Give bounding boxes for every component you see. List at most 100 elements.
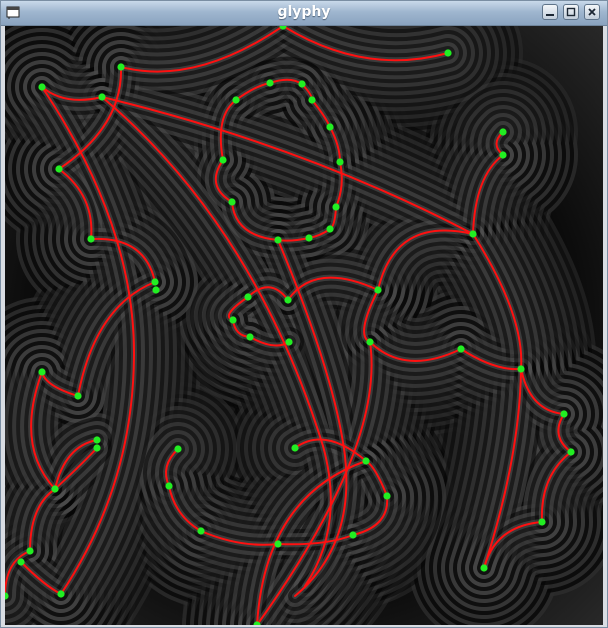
control-point	[362, 457, 370, 465]
outline-curve	[29, 488, 56, 552]
outline-curve	[101, 96, 474, 235]
control-point	[538, 518, 546, 526]
control-point	[499, 128, 507, 136]
outline-curve	[214, 159, 233, 203]
control-point	[38, 83, 46, 91]
control-point	[326, 123, 334, 131]
outline-curve	[282, 26, 449, 62]
control-point	[332, 203, 340, 211]
outline-curve	[256, 460, 367, 625]
outline-curve	[90, 237, 156, 283]
close-button[interactable]	[584, 4, 600, 20]
outline-curve	[294, 438, 367, 462]
control-point	[567, 448, 575, 456]
control-point	[366, 338, 374, 346]
outline-curve	[41, 86, 136, 595]
control-point	[174, 445, 182, 453]
outline-curve	[256, 341, 373, 625]
control-point	[499, 151, 507, 159]
control-point	[246, 333, 254, 341]
control-point	[117, 63, 125, 71]
outline-curve	[231, 201, 279, 241]
outline-curve	[41, 86, 103, 101]
control-point	[98, 93, 106, 101]
outline-curve	[168, 485, 202, 532]
control-point	[517, 365, 525, 373]
control-point	[444, 49, 452, 57]
outline-curve	[483, 368, 522, 569]
control-point	[285, 338, 293, 346]
control-point	[284, 296, 292, 304]
control-point	[349, 531, 357, 539]
outline-curve	[219, 99, 237, 161]
control-point	[87, 235, 95, 243]
outline-curve	[520, 368, 565, 415]
outline-curve	[335, 161, 343, 208]
control-point	[151, 278, 159, 286]
control-point	[336, 158, 344, 166]
outline-curve	[247, 286, 289, 301]
window-title: glyphy	[277, 4, 331, 20]
outline-curve	[58, 168, 93, 240]
outline-curve	[200, 530, 279, 546]
window-app-icon[interactable]	[6, 5, 20, 19]
outline-curve	[557, 413, 572, 453]
outline-curve	[30, 371, 56, 490]
control-point	[266, 79, 274, 87]
control-point	[305, 234, 313, 242]
control-point	[93, 436, 101, 444]
control-point	[5, 592, 9, 600]
outline-curve	[277, 534, 354, 546]
control-points	[5, 26, 575, 625]
outline-curve	[472, 233, 523, 370]
outline-curve	[540, 451, 572, 523]
control-point	[253, 621, 261, 625]
outline-curve	[5, 550, 31, 597]
control-point	[229, 316, 237, 324]
outline-curve	[54, 447, 98, 490]
outline-curve	[120, 26, 284, 73]
outline-curve	[472, 154, 504, 235]
control-point	[152, 286, 160, 294]
control-point	[274, 540, 282, 548]
control-point	[228, 198, 236, 206]
maximize-button[interactable]	[563, 4, 579, 20]
control-point	[232, 96, 240, 104]
control-point	[274, 236, 282, 244]
minimize-button[interactable]	[542, 4, 558, 20]
outline-curve	[352, 495, 389, 536]
control-point	[244, 293, 252, 301]
distance-field-bands	[5, 26, 603, 625]
control-point	[298, 80, 306, 88]
titlebar[interactable]: glyphy	[1, 1, 607, 26]
outline-curve	[287, 276, 379, 301]
control-point	[51, 485, 59, 493]
control-point	[93, 444, 101, 452]
outline-curve	[101, 96, 332, 587]
outline-curve	[277, 239, 348, 597]
control-point	[383, 492, 391, 500]
outline-curve	[77, 281, 156, 397]
glyph-render	[5, 26, 603, 625]
control-point	[26, 547, 34, 555]
control-point	[457, 345, 465, 353]
glyph-canvas[interactable]	[5, 26, 603, 625]
control-point	[560, 410, 568, 418]
control-point	[374, 286, 382, 294]
control-point	[291, 444, 299, 452]
outline-curve	[58, 66, 123, 170]
minimize-icon	[546, 14, 554, 16]
control-point	[165, 482, 173, 490]
glyph-outline	[5, 26, 572, 625]
control-point	[55, 165, 63, 173]
maximize-icon	[566, 7, 576, 17]
control-point	[17, 558, 25, 566]
control-point	[38, 368, 46, 376]
outline-curve	[54, 439, 98, 490]
control-point	[57, 590, 65, 598]
outline-curve	[460, 348, 522, 371]
outline-curve	[369, 341, 462, 362]
control-point	[219, 156, 227, 164]
control-point	[279, 26, 287, 30]
